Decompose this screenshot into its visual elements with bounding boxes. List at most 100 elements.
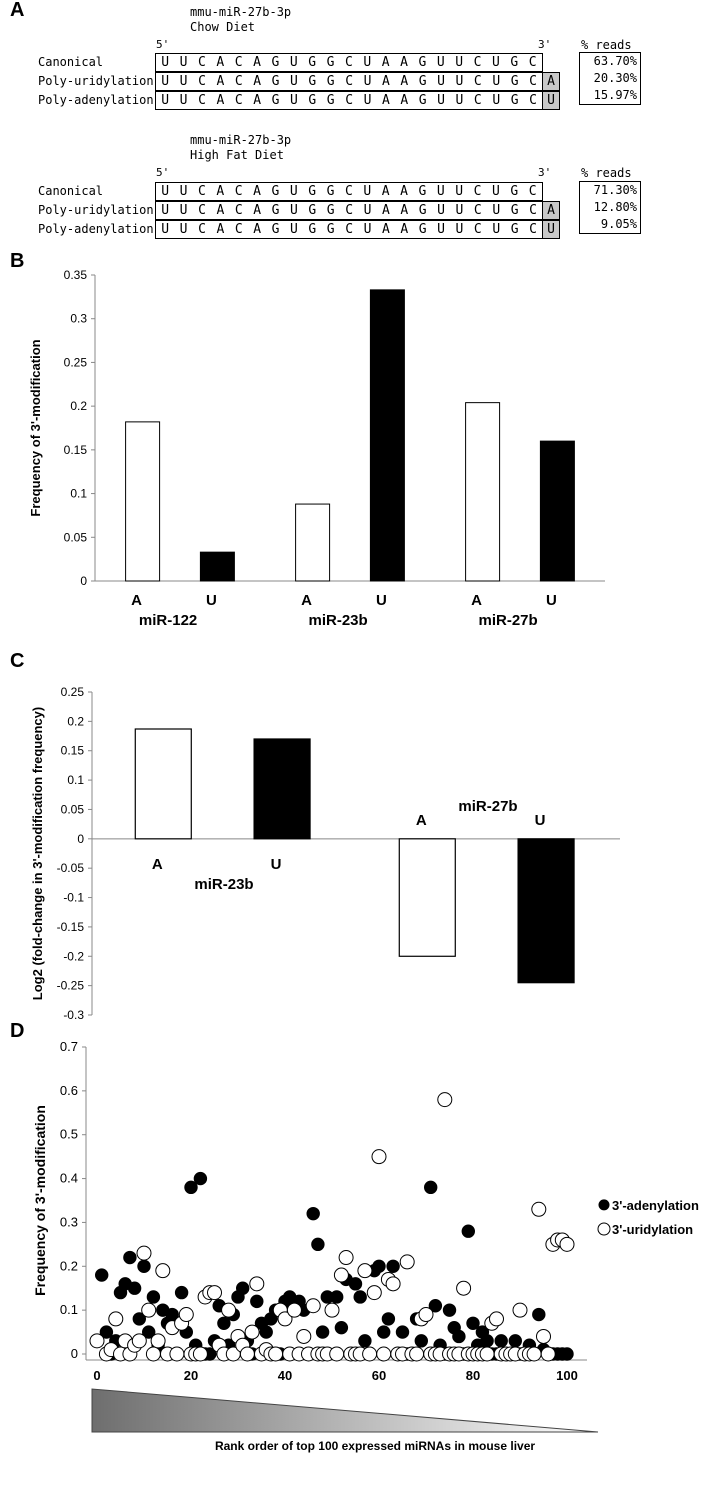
uridylation-point — [437, 1092, 453, 1108]
bar-a — [295, 503, 331, 582]
y-tick-label: -0.25 — [57, 979, 85, 993]
y-axis-title: Frequency of 3'-modification — [28, 339, 43, 516]
legend-label: 3'-uridylation — [612, 1222, 693, 1237]
group-label: miR-122 — [139, 612, 197, 629]
y-tick-label: 0.2 — [67, 714, 84, 728]
uridylation-point — [362, 1346, 378, 1362]
adenylation-point — [442, 1303, 457, 1317]
group-label: miR-23b — [194, 876, 253, 893]
uridylation-point — [324, 1302, 340, 1318]
nucleotide: G — [308, 55, 317, 70]
adenylation-point — [532, 1307, 546, 1322]
adenylation-point — [193, 1171, 208, 1186]
nucleotide: U — [363, 184, 372, 199]
nucleotide: C — [198, 184, 206, 199]
bar-category-label: A — [131, 592, 142, 609]
adenylation-point — [428, 1299, 443, 1313]
uridylation-point — [277, 1311, 293, 1327]
pct-header: % reads — [581, 166, 632, 180]
bar-a — [398, 838, 456, 957]
bar-u — [369, 289, 405, 582]
uridylation-point — [131, 1333, 147, 1349]
y-tick-label: 0.25 — [64, 355, 88, 369]
adenylation-point — [311, 1237, 325, 1252]
added-nucleotide: U — [542, 221, 559, 238]
nucleotide: G — [418, 222, 427, 237]
uridylation-point — [338, 1250, 354, 1266]
uridylation-point — [409, 1346, 425, 1362]
percent-reads-box: 71.30% 12.80% 9.05% — [579, 181, 641, 234]
nucleotide: U — [179, 222, 188, 237]
nucleotide: C — [345, 93, 354, 108]
nucleotide: G — [326, 184, 335, 199]
nucleotide: U — [455, 184, 464, 199]
adenylation-point — [386, 1259, 400, 1273]
nucleotide: U — [492, 222, 501, 237]
uridylation-point — [207, 1285, 222, 1301]
nucleotide: A — [253, 184, 261, 199]
nucleotide: U — [492, 203, 501, 218]
nucleotide: G — [418, 55, 427, 70]
nucleotide: G — [271, 222, 280, 237]
nucleotide: A — [216, 74, 225, 89]
y-axis-title: Log2 (fold-change in 3'-modification fre… — [30, 707, 45, 1000]
uridylation-point — [145, 1346, 161, 1362]
x-tick-label: 100 — [556, 1368, 578, 1383]
y-tick-label: 0.05 — [61, 802, 85, 816]
uridylation-point — [244, 1324, 260, 1340]
nucleotide: C — [473, 203, 482, 218]
nucleotide: G — [418, 74, 427, 89]
legend-marker — [598, 1199, 610, 1211]
adenylation-point — [217, 1316, 231, 1330]
uridylation-point — [376, 1346, 392, 1362]
y-axis-title: Frequency of 3'-modification — [32, 1105, 48, 1296]
y-tick-label: 0 — [71, 1346, 78, 1361]
nucleotide: U — [179, 55, 188, 70]
nucleotide: A — [216, 55, 225, 70]
row-label-canonical: Canonical — [38, 184, 104, 198]
adenylation-point — [95, 1268, 109, 1282]
nucleotide: U — [363, 55, 372, 70]
uridylation-point — [357, 1263, 373, 1279]
nucleotide: C — [345, 55, 353, 70]
nucleotide: A — [381, 93, 390, 108]
nucleotide: C — [473, 184, 482, 199]
uridylation-point — [286, 1302, 302, 1318]
nucleotide: A — [253, 93, 262, 108]
adenylation-point — [424, 1180, 438, 1195]
nucleotide: C — [529, 93, 537, 108]
bar-category-label: U — [546, 592, 557, 609]
bar-category-label: U — [535, 812, 546, 829]
y-tick-label: 0.15 — [61, 744, 85, 758]
nucleotide: C — [198, 74, 206, 89]
adenylation-point — [142, 1325, 156, 1339]
nucleotide: U — [161, 55, 170, 70]
adenylation-point — [330, 1290, 344, 1304]
added-nucleotide: A — [542, 202, 559, 219]
uridylation-point — [169, 1346, 185, 1362]
nucleotide: C — [198, 203, 206, 218]
row-label-canonical: Canonical — [38, 55, 104, 69]
uridylation-point — [155, 1263, 171, 1279]
y-tick-label: 0.5 — [60, 1127, 78, 1142]
y-tick-label: 0.3 — [60, 1214, 78, 1229]
y-tick-label: 0.1 — [60, 1302, 78, 1317]
nucleotide: G — [510, 184, 519, 199]
nucleotide: C — [529, 74, 537, 89]
percent-reads-box: 63.70% 20.30% 15.97% — [579, 52, 641, 105]
nucleotide: U — [455, 222, 464, 237]
nucleotide: G — [271, 93, 280, 108]
nucleotide: G — [271, 74, 280, 89]
y-tick-label: 0.2 — [60, 1258, 78, 1273]
nucleotide: C — [529, 203, 537, 218]
uridylation-point — [296, 1328, 312, 1344]
uridylation-point — [239, 1346, 255, 1362]
adenylation-point — [174, 1285, 189, 1300]
nucleotide: G — [418, 184, 427, 199]
y-tick-label: 0.1 — [67, 773, 84, 787]
y-tick-label: 0.35 — [64, 268, 88, 282]
nucleotide: U — [363, 203, 372, 218]
